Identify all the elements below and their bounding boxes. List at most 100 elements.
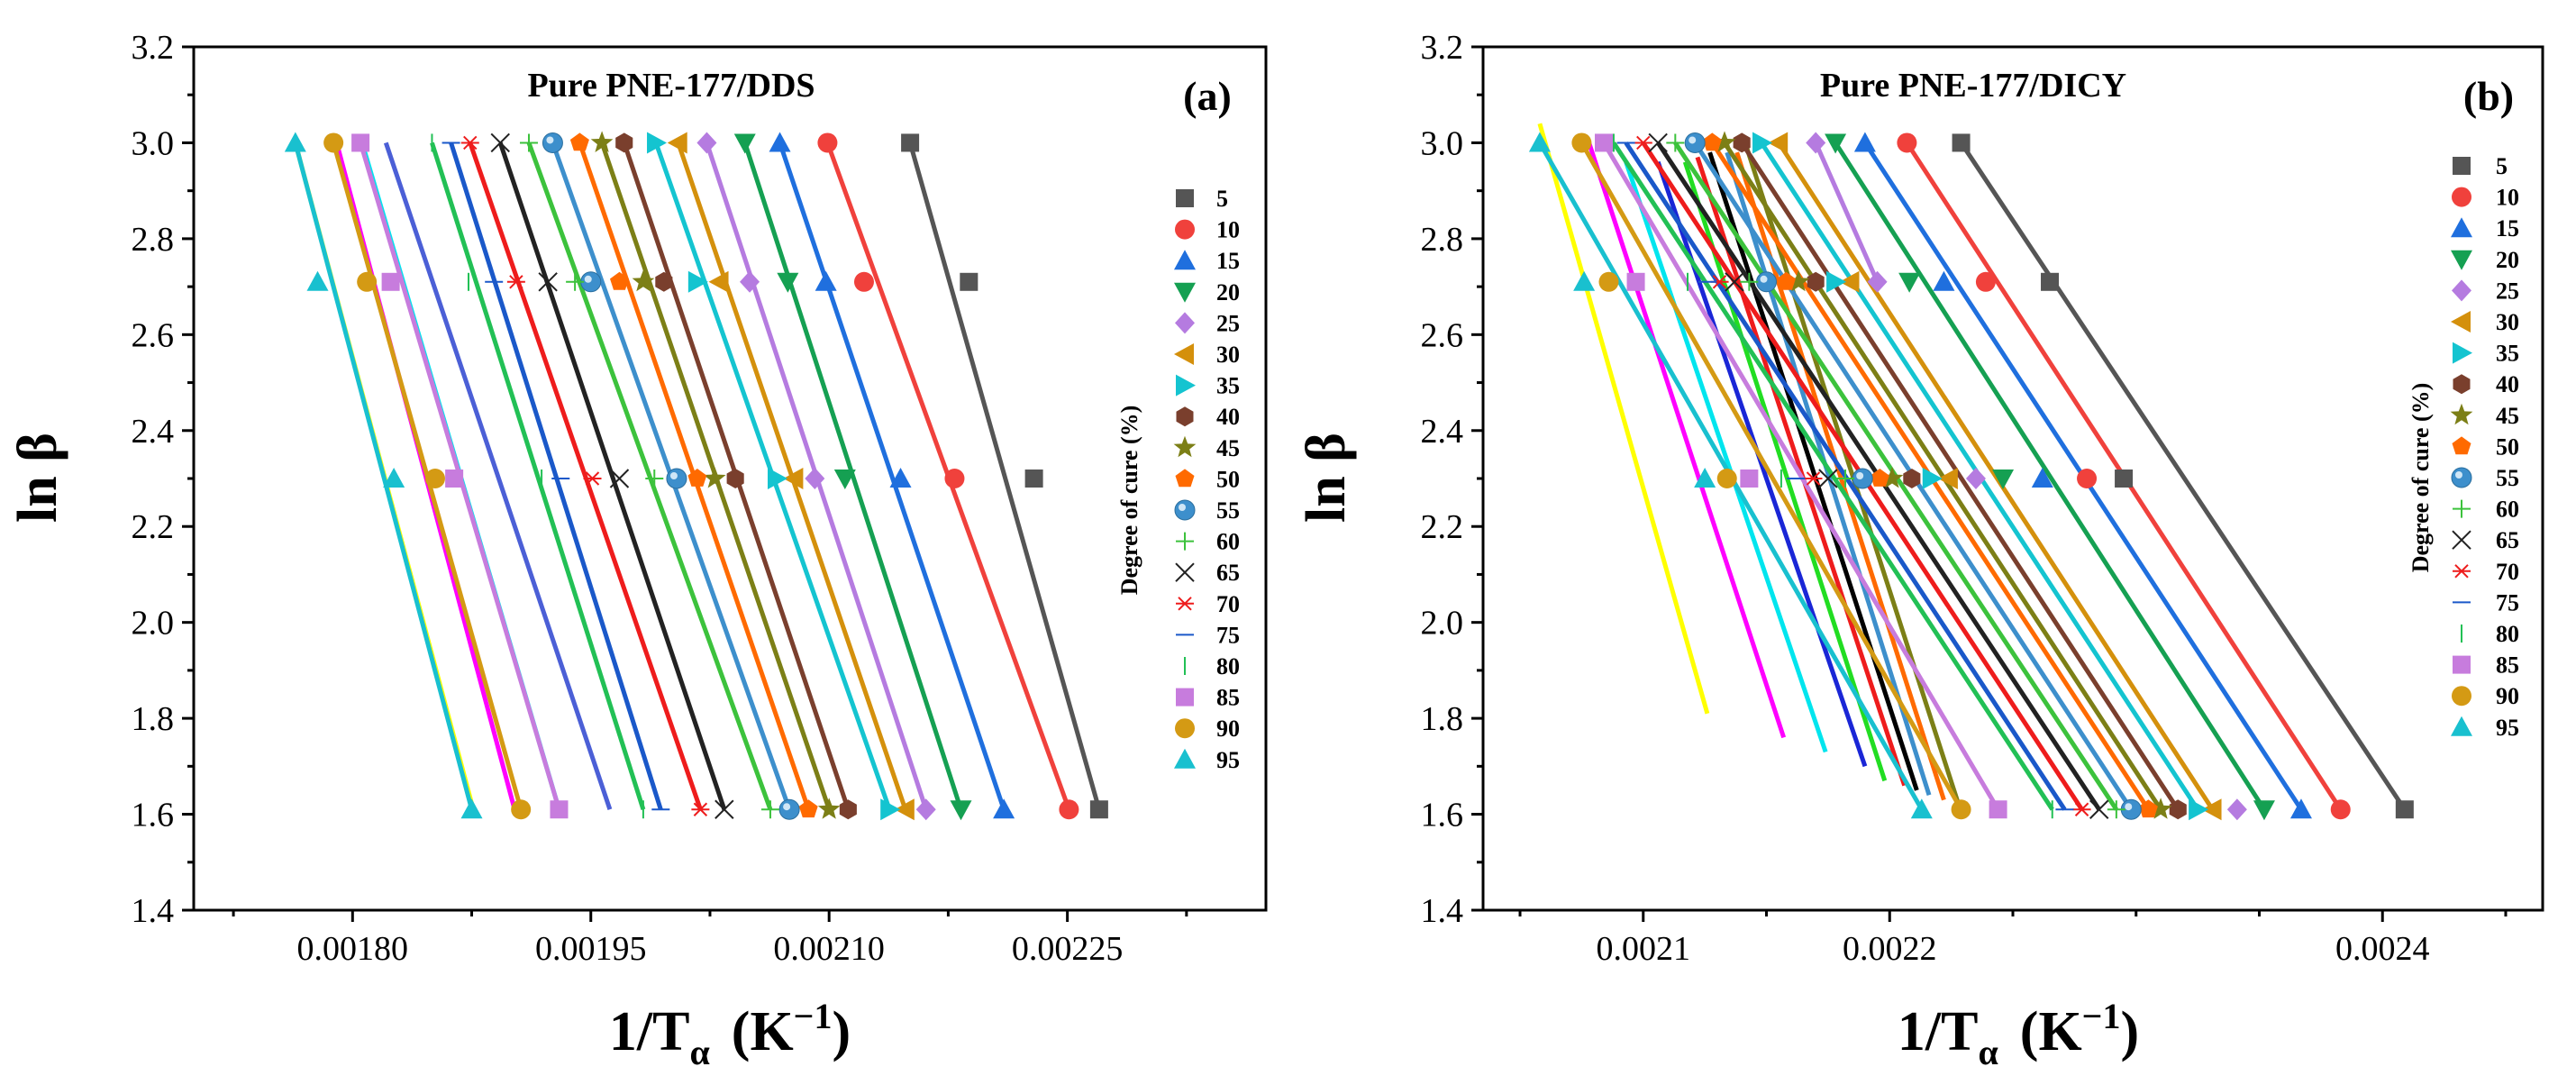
legend-label: 95 [2496, 715, 2519, 741]
legend-marker-25 [1175, 312, 1195, 334]
point-20 [777, 272, 799, 293]
point-40 [726, 469, 744, 488]
point-45 [1787, 269, 1810, 292]
legend-marker-30 [2451, 311, 2471, 333]
point-95 [306, 270, 329, 291]
point-15 [769, 132, 791, 152]
point-70 [460, 135, 479, 150]
point-90 [424, 469, 445, 488]
x-tick-label: 0.00210 [773, 930, 885, 968]
y-axis-label: ln β [7, 433, 68, 523]
legend-title: Degree of cure (%) [1116, 406, 1142, 596]
point-55 [1852, 468, 1873, 489]
y-tick-label: 3.0 [132, 124, 175, 162]
point-40 [1807, 271, 1825, 292]
point-60 [519, 133, 538, 152]
point-10 [817, 132, 838, 153]
point-45 [703, 467, 726, 488]
point-60 [2107, 800, 2125, 819]
point-85 [445, 470, 464, 488]
legend-label: 35 [2496, 341, 2519, 367]
legend-label: 55 [2496, 465, 2519, 491]
point-10 [2330, 799, 2351, 820]
y-tick-label: 2.4 [132, 413, 175, 451]
fit-line-80 [1611, 141, 2054, 811]
y-tick-label: 3.2 [132, 29, 175, 67]
point-45 [632, 269, 655, 292]
y-tick-label: 2.8 [132, 221, 175, 259]
legend-label: 80 [1216, 653, 1240, 679]
point-15 [1853, 132, 1876, 152]
point-15 [1933, 270, 1955, 291]
point-15 [815, 270, 837, 291]
point-10 [944, 469, 965, 488]
point-55 [1756, 271, 1778, 293]
point-20 [1825, 133, 1847, 154]
legend-marker-30 [1174, 343, 1194, 365]
point-5 [960, 272, 979, 291]
x-tick-label: 0.00195 [535, 930, 647, 968]
point-25 [915, 798, 936, 821]
point-85 [1740, 470, 1759, 488]
legend-marker-50 [1175, 469, 1195, 488]
point-50 [2139, 799, 2158, 818]
point-85 [550, 800, 569, 819]
point-50 [610, 271, 629, 290]
legend-marker-35 [1176, 374, 1196, 397]
legend-marker-10 [2452, 187, 2471, 207]
point-65 [609, 469, 630, 488]
fit-line [1587, 141, 1787, 739]
point-25 [696, 132, 717, 154]
legend-label: 50 [1216, 466, 1240, 492]
legend-label: 25 [2496, 278, 2519, 304]
fit-line [1624, 160, 1828, 753]
point-70 [1634, 135, 1652, 150]
legend-marker-45 [1173, 435, 1197, 458]
point-90 [1571, 132, 1592, 153]
point-25 [2226, 798, 2247, 821]
y-tick-label: 1.8 [1421, 700, 1464, 738]
point-95 [1573, 270, 1596, 291]
y-tick-label: 2.2 [1421, 508, 1464, 546]
point-95 [1694, 468, 1716, 488]
point-65 [538, 272, 558, 292]
point-25 [1965, 468, 1986, 489]
legend-label: 70 [1216, 591, 1240, 617]
point-20 [1898, 272, 1921, 293]
x-tick-label: 0.0021 [1597, 930, 1691, 968]
point-50 [1776, 271, 1796, 290]
point-20 [1992, 470, 2015, 489]
legend-label: 80 [2496, 621, 2519, 647]
legend-label: 35 [1216, 373, 1240, 399]
legend-marker-45 [2450, 403, 2473, 425]
fit-line-5 [1959, 141, 2407, 811]
legend-label: 25 [1216, 310, 1240, 336]
point-85 [351, 133, 370, 152]
fit-line-5 [907, 141, 1102, 810]
point-65 [1648, 132, 1668, 153]
y-tick-label: 2.0 [132, 605, 175, 643]
point-25 [1867, 270, 1888, 293]
legend-label: 45 [2496, 403, 2519, 429]
fit-line [1695, 156, 1907, 787]
legend-label: 10 [1216, 217, 1240, 243]
legend-marker-55 [2451, 467, 2472, 488]
point-95 [1528, 132, 1551, 152]
point-65 [715, 799, 734, 819]
legend-marker-60 [2453, 499, 2471, 518]
point-55 [666, 468, 687, 489]
fit-line-15 [778, 141, 1006, 811]
point-90 [357, 271, 378, 292]
point-95 [383, 468, 405, 488]
legend-label: 90 [1216, 716, 1240, 742]
fit-line [1537, 123, 1710, 715]
y-axis-label: ln β [1296, 433, 1357, 523]
legend-marker-10 [1175, 219, 1195, 240]
point-5 [2395, 800, 2414, 819]
point-70 [691, 802, 710, 816]
legend-marker-35 [2453, 342, 2472, 364]
point-65 [1725, 272, 1744, 292]
point-25 [805, 468, 825, 489]
legend-marker-25 [2452, 279, 2471, 302]
point-15 [993, 798, 1015, 819]
